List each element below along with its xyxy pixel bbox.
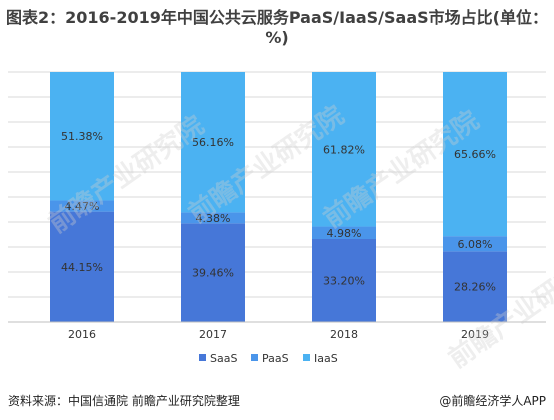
- bar-paas-2018: [312, 226, 376, 239]
- data-label: 44.15%: [61, 261, 103, 274]
- bar-iaas-2016: [50, 72, 114, 201]
- data-label: 4.47%: [65, 200, 100, 213]
- source-note: 资料来源：中国信通院 前瞻产业研究院整理: [8, 394, 240, 408]
- data-label: 65.66%: [454, 148, 496, 161]
- legend-swatch-saas: [199, 354, 206, 361]
- x-tick-label: 2019: [461, 328, 489, 341]
- legend-swatch-paas: [251, 354, 258, 361]
- x-tick-label: 2017: [199, 328, 227, 341]
- data-label: 33.20%: [323, 275, 365, 288]
- data-label: 61.82%: [323, 143, 365, 156]
- bar-paas-2019: [443, 236, 507, 252]
- legend-label-paas: PaaS: [262, 352, 289, 365]
- bar-saas-2019: [443, 251, 507, 322]
- bar-iaas-2019: [443, 72, 507, 237]
- bar-iaas-2017: [181, 72, 245, 213]
- x-axis: 2016 2017 2018 2019: [8, 321, 546, 341]
- legend-swatch-iaas: [303, 354, 310, 361]
- bar-saas-2018: [312, 239, 376, 322]
- legend-label-iaas: IaaS: [314, 352, 338, 365]
- data-label: 6.08%: [458, 238, 493, 251]
- chart-title: 图表2：2016-2019年中国公共云服务PaaS/IaaS/SaaS市场占比(…: [6, 8, 548, 47]
- legend-label-saas: SaaS: [210, 352, 237, 365]
- bar-paas-2017: [181, 212, 245, 224]
- data-labels: 44.15% 4.47% 51.38% 39.46% 4.38% 56.16% 33.20%…: [61, 130, 496, 293]
- data-label: 39.46%: [192, 267, 234, 280]
- x-tick-label: 2018: [330, 328, 358, 341]
- data-label: 4.98%: [327, 227, 362, 240]
- data-label: 56.16%: [192, 136, 234, 149]
- bar-iaas-2018: [312, 72, 376, 227]
- x-tick-label: 2016: [68, 328, 96, 341]
- bar-saas-2017: [181, 223, 245, 322]
- data-label: 4.38%: [196, 212, 231, 225]
- legend: SaaS PaaS IaaS: [199, 352, 338, 365]
- data-label: 51.38%: [61, 130, 103, 143]
- bars: [50, 72, 507, 322]
- bar-paas-2016: [50, 200, 114, 212]
- bar-saas-2016: [50, 211, 114, 322]
- data-label: 28.26%: [454, 281, 496, 294]
- app-label: @前瞻经济学人APP: [439, 394, 546, 408]
